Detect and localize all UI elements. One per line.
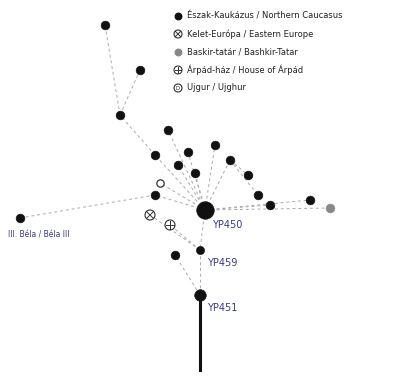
Point <box>175 13 181 19</box>
Text: YP451: YP451 <box>207 303 237 313</box>
Point <box>327 205 333 211</box>
Point <box>227 157 233 163</box>
Point <box>157 180 163 186</box>
Text: D: D <box>176 85 180 90</box>
Text: Ujgur / Ujghur: Ujgur / Ujghur <box>187 84 246 93</box>
Text: YP450: YP450 <box>212 220 243 230</box>
Point <box>185 149 191 155</box>
Point <box>175 49 181 55</box>
Point <box>212 142 218 148</box>
Point <box>17 215 23 221</box>
Point <box>245 172 251 178</box>
Point <box>202 207 208 213</box>
Circle shape <box>174 30 182 38</box>
Circle shape <box>165 220 175 230</box>
Text: Baskir-tatár / Bashkir-Tatar: Baskir-tatár / Bashkir-Tatar <box>187 48 298 56</box>
Text: Kelet-Európa / Eastern Europe: Kelet-Európa / Eastern Europe <box>187 29 313 39</box>
Point <box>267 202 273 208</box>
Text: Árpád-ház / House of Árpád: Árpád-ház / House of Árpád <box>187 65 303 75</box>
Point <box>172 252 178 258</box>
Point <box>197 292 203 298</box>
Point <box>255 192 261 198</box>
Point <box>307 197 313 203</box>
Text: Észak-Kaukázus / Northern Caucasus: Észak-Kaukázus / Northern Caucasus <box>187 11 342 20</box>
Text: III. Béla / Béla III: III. Béla / Béla III <box>8 230 70 239</box>
Point <box>165 127 171 133</box>
Point <box>192 170 198 176</box>
Point <box>137 67 143 73</box>
Circle shape <box>174 84 182 92</box>
Point <box>117 112 123 118</box>
Point <box>102 22 108 28</box>
Text: YP459: YP459 <box>207 258 237 268</box>
Circle shape <box>145 210 155 220</box>
Point <box>152 152 158 158</box>
Circle shape <box>174 66 182 74</box>
Point <box>197 247 203 253</box>
Point <box>175 162 181 168</box>
Point <box>152 192 158 198</box>
